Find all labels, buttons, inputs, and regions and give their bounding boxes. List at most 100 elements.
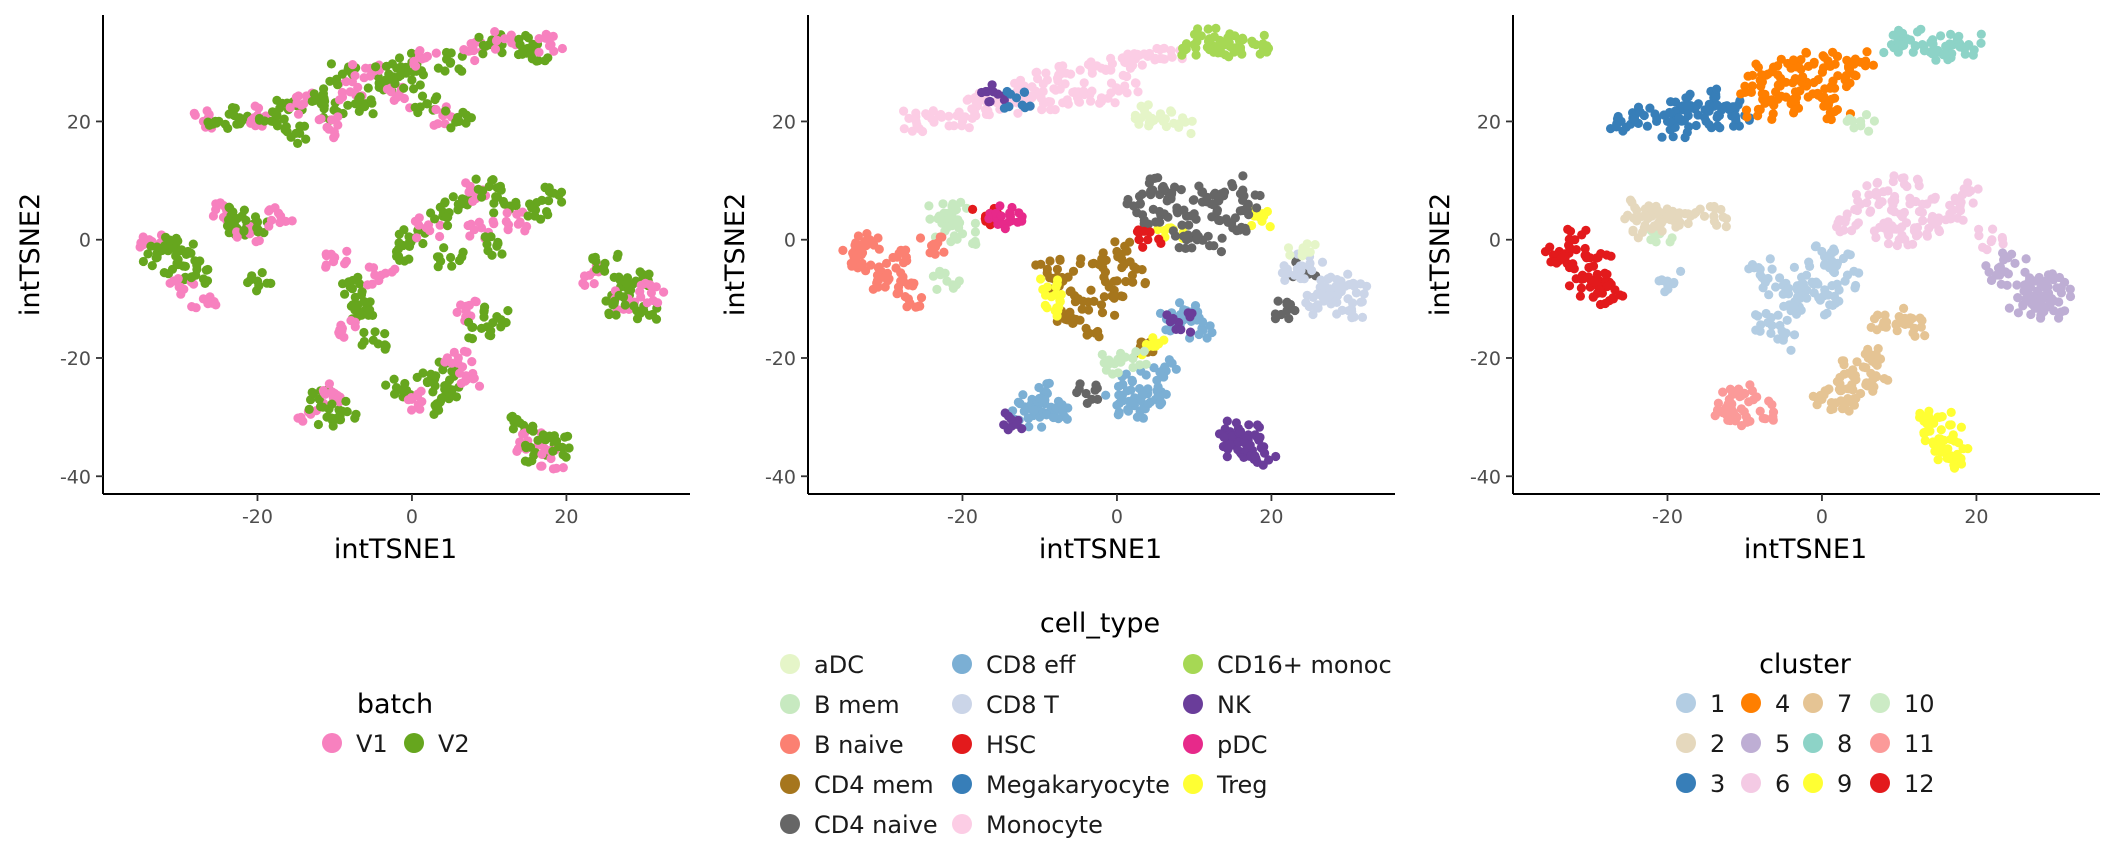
scatter-point xyxy=(557,442,567,452)
scatter-point xyxy=(589,279,599,289)
scatter-point xyxy=(414,213,424,223)
scatter-point xyxy=(1015,75,1026,85)
scatter-point xyxy=(1963,178,1973,188)
scatter-point xyxy=(935,232,945,242)
scatter-point xyxy=(564,443,574,453)
scatter-point xyxy=(1828,300,1838,310)
scatter-point xyxy=(1842,209,1852,219)
scatter-point xyxy=(386,87,396,97)
scatter-point xyxy=(1961,42,1971,52)
scatter-point xyxy=(1279,268,1289,278)
scatter-point xyxy=(848,248,858,258)
scatter-point xyxy=(1798,72,1808,82)
scatter-point xyxy=(264,221,274,231)
scatter-point xyxy=(1263,43,1274,54)
scatter-point xyxy=(948,199,958,209)
scatter-point xyxy=(1883,186,1893,196)
scatter-point xyxy=(604,308,614,318)
scatter-point xyxy=(1767,264,1777,274)
scatter-point xyxy=(1143,219,1153,229)
scatter-point xyxy=(1013,108,1023,118)
scatter-point xyxy=(1665,117,1675,127)
scatter-point xyxy=(1175,298,1185,308)
scatter-point xyxy=(590,252,600,262)
scatter-point xyxy=(1790,74,1800,84)
scatter-point xyxy=(2026,309,2036,320)
legend-swatch xyxy=(952,814,972,834)
scatter-point xyxy=(846,258,856,268)
scatter-point xyxy=(316,114,326,124)
scatter-point xyxy=(1595,299,1606,310)
scatter-point xyxy=(1143,235,1153,245)
legend-swatch xyxy=(404,733,424,753)
scatter-point xyxy=(514,34,524,45)
scatter-point xyxy=(466,39,476,49)
scatter-point xyxy=(1744,397,1754,407)
scatter-point xyxy=(224,228,234,238)
scatter-point xyxy=(1098,248,1108,258)
x-tick-label: -20 xyxy=(1652,506,1683,528)
scatter-point xyxy=(492,192,502,202)
scatter-point xyxy=(404,232,414,242)
scatter-point xyxy=(1575,291,1585,301)
scatter-point xyxy=(1713,398,1723,408)
scatter-point xyxy=(601,296,611,306)
scatter-point xyxy=(1627,197,1637,207)
scatter-point xyxy=(1657,275,1667,285)
scatter-point xyxy=(1764,290,1774,300)
scatter-point xyxy=(1852,205,1862,216)
scatter-point xyxy=(188,239,198,249)
legend-label: V2 xyxy=(438,730,470,758)
legend-swatch xyxy=(780,694,800,714)
scatter-point xyxy=(1773,70,1783,80)
scatter-point xyxy=(1635,107,1645,117)
scatter-point xyxy=(1705,202,1715,212)
scatter-point xyxy=(239,205,249,215)
scatter-point xyxy=(1839,356,1849,366)
scatter-point xyxy=(1784,283,1794,293)
scatter-point xyxy=(497,249,507,259)
scatter-point xyxy=(1100,277,1111,287)
scatter-point xyxy=(211,300,221,310)
scatter-point xyxy=(1153,224,1163,235)
scatter-point xyxy=(466,113,476,123)
scatter-point xyxy=(1251,40,1261,50)
scatter-point xyxy=(1086,57,1096,67)
scatter-point xyxy=(1580,243,1590,254)
scatter-point xyxy=(1097,349,1107,360)
scatter-point xyxy=(1828,266,1838,276)
scatter-point xyxy=(1072,387,1082,398)
scatter-point xyxy=(1850,370,1860,381)
y-tick-label: 20 xyxy=(772,111,796,133)
scatter-point xyxy=(1081,388,1091,399)
scatter-point xyxy=(447,261,457,271)
scatter-point xyxy=(1866,368,1876,378)
scatter-point xyxy=(1811,277,1821,287)
scatter-point xyxy=(470,55,480,66)
scatter-point xyxy=(916,293,927,303)
scatter-point xyxy=(404,241,415,251)
scatter-point xyxy=(1936,31,1946,41)
scatter-point xyxy=(1830,106,1840,117)
scatter-point xyxy=(1858,362,1868,372)
scatter-point xyxy=(1608,293,1618,303)
legend-title: cluster xyxy=(1759,649,1852,680)
scatter-point xyxy=(318,386,328,396)
scatter-point xyxy=(266,278,276,288)
points-cell_type xyxy=(838,23,1372,470)
legend-swatch xyxy=(952,654,972,674)
scatter-point xyxy=(396,70,406,80)
scatter-point xyxy=(1657,132,1667,142)
scatter-point xyxy=(406,48,417,59)
legend-label: 1 xyxy=(1710,690,1725,718)
scatter-point xyxy=(932,284,942,294)
scatter-point xyxy=(1122,71,1132,82)
scatter-point xyxy=(1899,303,1909,313)
scatter-point xyxy=(1122,88,1132,98)
scatter-point xyxy=(508,424,518,434)
scatter-point xyxy=(321,260,331,270)
scatter-point xyxy=(1097,308,1108,318)
scatter-point xyxy=(1058,407,1068,417)
scatter-point xyxy=(478,49,488,59)
